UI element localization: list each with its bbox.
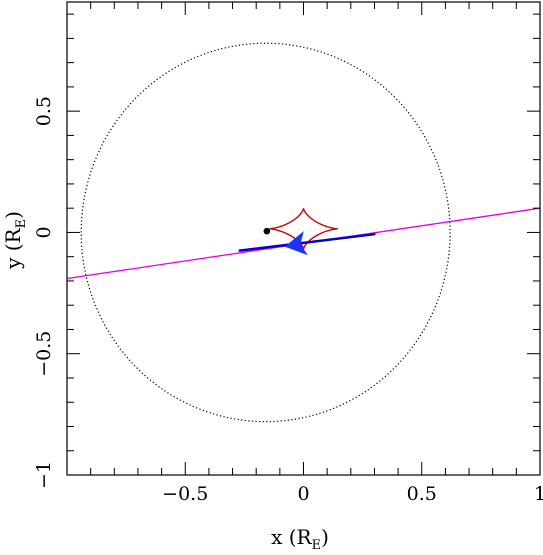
x-tick-label: 0 [297,483,309,505]
y-tick-label: 0.5 [33,96,55,126]
y-tick-label: −1 [33,461,55,489]
x-tick-label: 1 [534,483,543,505]
direction-arrow [284,231,308,256]
x-tick-label: 0.5 [407,483,437,505]
axis-ticks [66,2,541,476]
y-tick-label: −0.5 [33,331,55,377]
x-axis-label: x (RE) [271,525,329,553]
lens-point [263,227,271,235]
einstein-ring [80,42,451,423]
y-tick-label: 0 [33,226,55,238]
tick-labels: −0.5 0 0.5 1 −1 −0.5 0 0.5 [33,96,543,505]
plot-area [67,42,540,423]
y-axis-label: y (RE) [1,211,29,270]
x-tick-label: −0.5 [162,483,208,505]
plot-frame [66,1,541,476]
data-track [238,232,376,252]
